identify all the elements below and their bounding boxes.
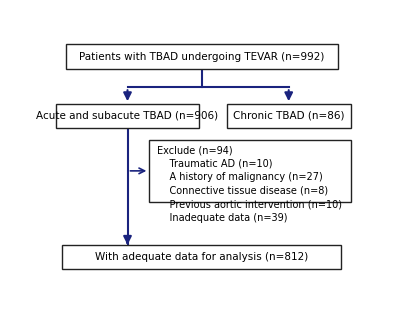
Text: Chronic TBAD (n=86): Chronic TBAD (n=86): [233, 111, 344, 121]
Text: Acute and subacute TBAD (n=906): Acute and subacute TBAD (n=906): [36, 111, 218, 121]
FancyBboxPatch shape: [66, 44, 338, 69]
FancyBboxPatch shape: [62, 245, 342, 269]
FancyBboxPatch shape: [227, 104, 351, 128]
Text: With adequate data for analysis (n=812): With adequate data for analysis (n=812): [95, 252, 308, 262]
FancyBboxPatch shape: [56, 104, 199, 128]
FancyBboxPatch shape: [149, 140, 351, 202]
Text: Patients with TBAD undergoing TEVAR (n=992): Patients with TBAD undergoing TEVAR (n=9…: [79, 52, 324, 62]
Text: Exclude (n=94)
    Traumatic AD (n=10)
    A history of malignancy (n=27)
    Co: Exclude (n=94) Traumatic AD (n=10) A his…: [157, 145, 342, 223]
